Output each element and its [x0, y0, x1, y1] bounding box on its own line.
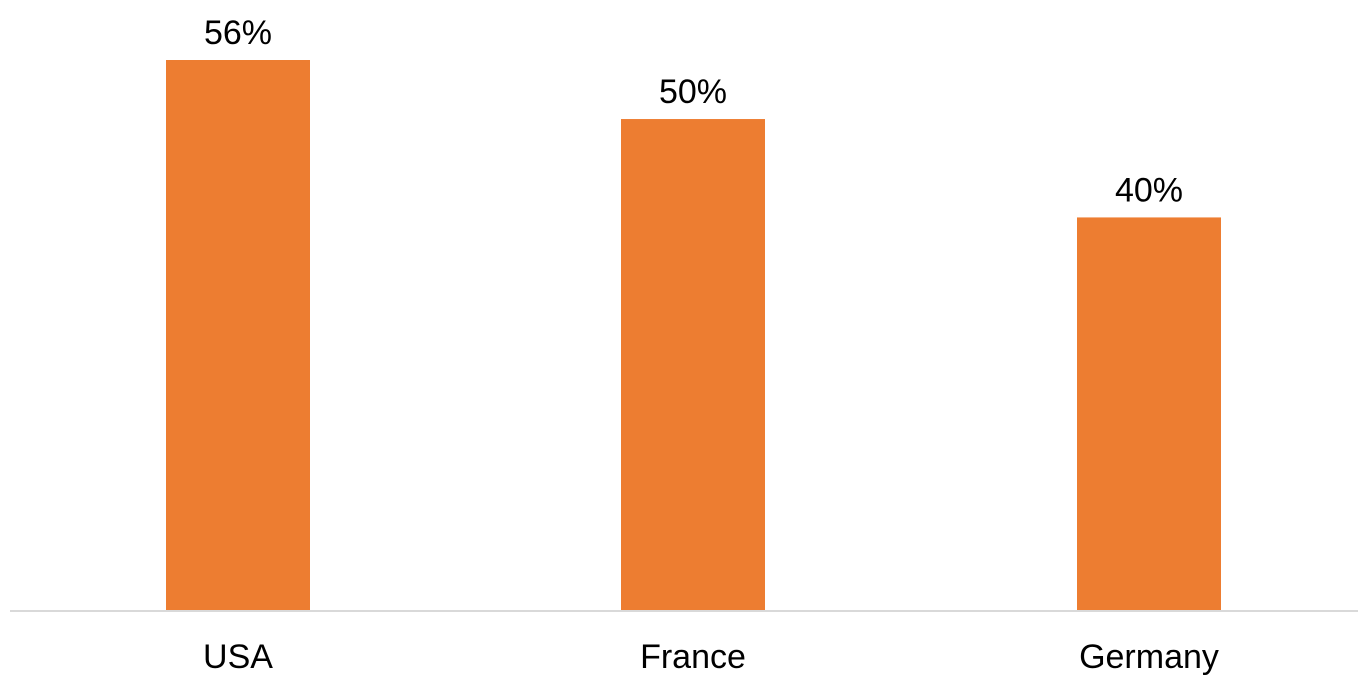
- data-labels-group: 56% 50% 40%: [204, 14, 1183, 209]
- data-label-germany: 40%: [1115, 171, 1183, 209]
- bars-group: [166, 60, 1221, 612]
- bar-france: [621, 119, 765, 612]
- data-label-usa: 56%: [204, 14, 272, 52]
- x-tick-label-france: France: [640, 638, 746, 676]
- data-label-france: 50%: [659, 73, 727, 111]
- bar-germany: [1077, 217, 1221, 611]
- x-tick-label-usa: USA: [203, 638, 273, 676]
- x-tick-labels-group: USA France Germany: [203, 638, 1219, 676]
- x-tick-label-germany: Germany: [1079, 638, 1219, 676]
- bar-usa: [166, 60, 310, 611]
